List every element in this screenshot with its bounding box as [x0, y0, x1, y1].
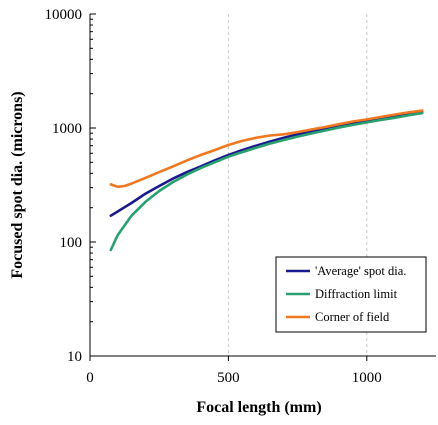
series-layer	[109, 109, 424, 252]
series-line-2	[109, 109, 424, 189]
tick-label-layer: 10 100 1000 10000 0 500 1000	[45, 7, 382, 386]
y-tick-label-1000: 1000	[52, 121, 82, 137]
x-axis-title: Focal length (mm)	[196, 399, 321, 416]
x-tick-label-0: 0	[86, 370, 94, 386]
legend-label-0: 'Average' spot dia.	[315, 264, 406, 278]
series-line-1	[109, 111, 424, 252]
x-tick-label-1000: 1000	[352, 370, 382, 386]
y-tick-label-100: 100	[60, 235, 83, 251]
y-tick-label-10: 10	[67, 349, 82, 365]
legend-label-1: Diffraction limit	[315, 287, 398, 301]
axes-layer	[89, 13, 436, 361]
x-tick-label-500: 500	[217, 370, 240, 386]
y-tick-label-10000: 10000	[45, 7, 83, 23]
legend-label-2: Corner of field	[315, 310, 390, 324]
legend: 'Average' spot dia. Diffraction limit Corn…	[275, 256, 427, 333]
y-axis-title: Focused spot dia. (microns)	[9, 91, 26, 278]
